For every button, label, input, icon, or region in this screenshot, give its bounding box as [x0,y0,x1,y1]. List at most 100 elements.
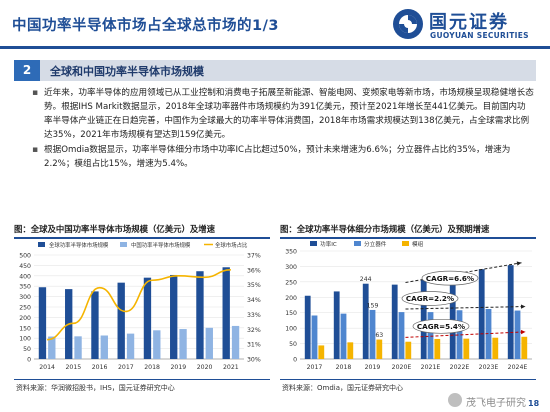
y-tick-label: 200 [19,315,31,322]
bar-segment-1 [369,309,376,359]
wechat-icon [448,393,462,407]
y-tick-label: 50 [289,341,297,348]
bar-segment-1 [398,312,405,359]
bar-global [222,267,230,359]
bar-china [48,336,56,359]
cagr-callout-bubble [421,270,479,286]
right-chart: 0 50 100 150 200 250 300 350 2017 2018 2019 2020E 20… [285,240,532,371]
y2-tick-label: 36% [247,267,261,274]
bar-segment-1 [456,310,463,359]
legend-swatch [310,241,317,246]
x-tick-label: 2015 [66,364,82,371]
company-logo: 国元证券 GUOYUAN SECURITIES [392,6,542,44]
bullet-item: ▪ 根据Omdia数据显示，功率半导体细分市场中功率IC占比超过50%，预计未来… [32,143,534,171]
y-tick-label: 0 [27,357,31,364]
bar-segment-0 [420,279,427,359]
right-chart-heading: 图：全球功率半导体细分市场规模（亿美元）及预期增速 [280,224,490,234]
bar-global [196,271,204,359]
left-chart: 0 50 100 150 200 250 300 350 400 450 500 30% 31% 32% 3… [19,241,261,371]
bar-segment-0 [362,283,369,359]
bar-segment-2 [347,342,354,359]
x-tick-label: 2018 [144,364,160,371]
bar-segment-1 [427,312,434,359]
y-tick-label: 150 [19,325,31,332]
data-label: 244 [360,276,372,283]
y-tick-label: 450 [19,263,31,270]
line-share [47,269,231,341]
y2-tick-label: 30% [247,357,261,364]
x-tick-label: 2021 [223,364,239,371]
bar-segment-1 [514,310,521,359]
right-source-rule [280,379,536,380]
logo-name-en: GUOYUAN SECURITIES [430,31,529,40]
bar-china [74,336,82,359]
bar-segment-0 [507,265,514,359]
cagr-callout-text: CAGR=6.6% [426,274,474,283]
x-tick-label: 2016 [92,364,108,371]
bar-segment-0 [449,273,456,359]
logo-emblem-icon [393,9,423,39]
bullet-text: 近年来，功率半导体的应用领域已从工业控制和消费电子拓展至新能源、智能电网、变频家… [44,88,534,140]
bar-segment-2 [376,339,383,359]
bar-segment-2 [405,341,412,359]
legend-swatch [120,242,127,247]
bullet-list: ▪ 近年来，功率半导体的应用领域已从工业控制和消费电子拓展至新能源、智能电网、变… [32,86,534,172]
x-tick-label: 2020 [197,364,213,371]
bar-segment-0 [391,284,398,359]
bar-segment-2 [521,336,528,359]
left-chart-rule [14,237,270,239]
y2-tick-label: 34% [247,297,261,304]
y2-tick-label: 32% [247,327,261,334]
bar-china [231,325,240,359]
bar-segment-2 [463,338,470,359]
bar-global [143,277,152,359]
watermark-text: 茂飞电子研究 [466,398,526,409]
section-bar: 2 全球和中国功率半导体市场规模 [14,60,536,81]
bar-china [179,329,187,359]
y-tick-label: 250 [19,305,31,312]
bullet-item: ▪ 近年来，功率半导体的应用领域已从工业控制和消费电子拓展至新能源、智能电网、变… [32,86,534,142]
bar-segment-0 [304,295,311,359]
bar-global [91,291,99,359]
x-tick-label: 2014 [39,364,55,371]
y-tick-label: 350 [19,284,31,291]
legend-label: 中国功率半导体市场规模 [131,241,191,249]
x-tick-label: 2022E [450,364,470,371]
trend-arrow-head-icon [520,304,526,309]
y-tick-label: 300 [285,264,297,271]
trend-arrow-line [405,306,526,310]
logo-name-cn: 国元证券 [429,12,509,33]
y-tick-label: 100 [19,336,31,343]
page-title: 中国功率半导体市场占全球总市场的1/3 [12,18,279,34]
cagr-callout-text: CAGR=5.4% [417,322,465,331]
x-tick-label: 2019 [365,364,381,371]
y-tick-label: 250 [285,279,297,286]
legend-swatch [38,242,45,247]
y-tick-label: 300 [19,294,31,301]
bar-segment-1 [340,313,347,359]
x-tick-label: 2017 [118,364,134,371]
bullet-marker-icon: ▪ [32,88,39,98]
y-tick-label: 150 [285,310,297,317]
trend-arrow-line [405,331,526,338]
y-tick-label: 0 [293,357,297,364]
legend-swatch [354,241,361,246]
y2-tick-label: 31% [247,342,261,349]
bar-global [117,282,125,359]
x-tick-label: 2021E [421,364,441,371]
x-tick-label: 2024E [508,364,528,371]
data-label: 63 [375,332,383,339]
left-chart-heading: 图：全球及中国功率半导体市场规模（亿美元）及增速 [14,224,215,234]
y-tick-label: 100 [285,326,297,333]
section-number: 2 [14,60,40,81]
bullet-marker-icon: ▪ [32,145,39,155]
right-chart-source: 资料来源：Omdia，国元证券研究中心 [282,384,404,392]
bullet-text: 根据Omdia数据显示，功率半导体细分市场中功率IC占比超过50%，预计未来增速… [44,145,511,169]
bar-segment-2 [492,337,499,359]
page-number: 18 [528,399,540,408]
x-tick-label: 2020E [392,364,412,371]
bar-segment-2 [318,345,325,359]
bar-segment-1 [485,309,492,359]
header: 中国功率半导体市场占全球总市场的1/3 国元证券 GUOYUAN SECURIT… [0,0,550,52]
bar-segment-0 [333,291,340,359]
